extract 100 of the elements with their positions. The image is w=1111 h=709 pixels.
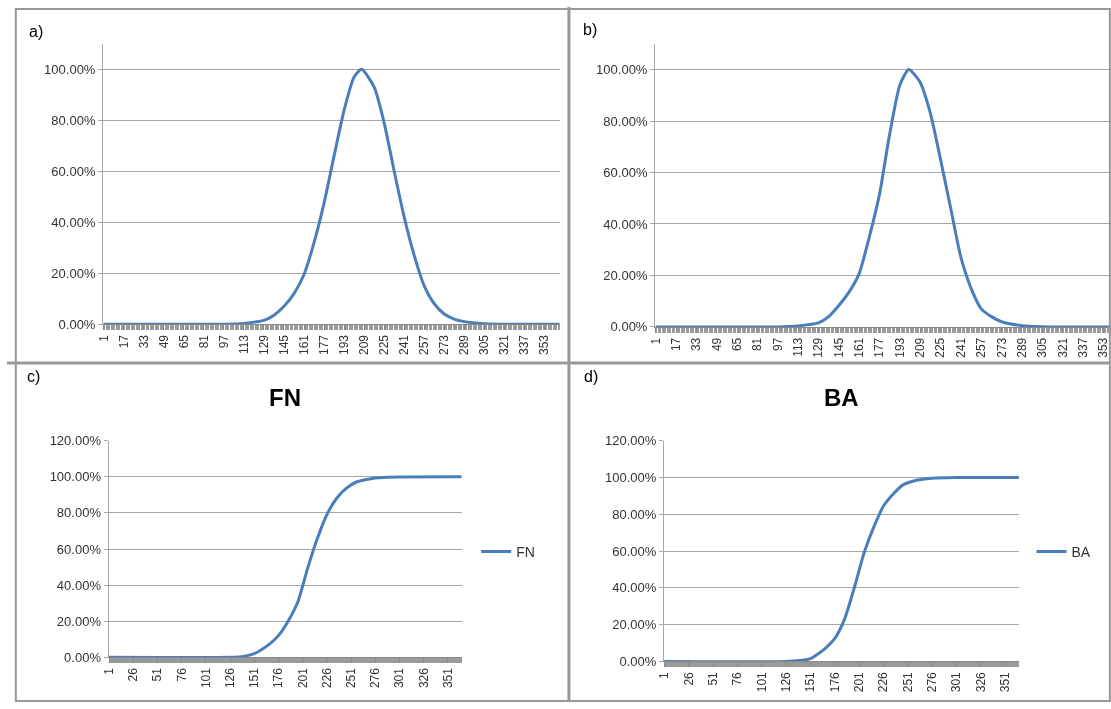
y-tick-label: 100.00% (49, 469, 102, 485)
x-tick-label: 251 (343, 667, 358, 689)
x-tick-label: 305 (1035, 337, 1050, 358)
x-tick-label: 33 (689, 337, 704, 352)
x-tick-label: 81 (750, 337, 765, 352)
y-tick-label: 60.00% (612, 543, 657, 559)
text: c) (27, 368, 41, 385)
chart-title: FN (269, 384, 301, 411)
x-tick-label: 26 (681, 671, 696, 686)
x-tick-label: 289 (457, 334, 472, 355)
y-tick-label: 60.00% (51, 163, 96, 179)
x-tick-label: 49 (156, 334, 171, 349)
x-tick-label: 225 (933, 337, 948, 358)
y-tick-label: 80.00% (603, 113, 648, 129)
x-tick-label: 301 (392, 667, 407, 689)
x-tick-label: 321 (497, 334, 512, 355)
x-tick-label: 241 (397, 334, 412, 355)
x-tick-label: 176 (271, 667, 286, 689)
x-tick-label: 17 (668, 337, 683, 352)
x-tick-label: 337 (1075, 337, 1090, 358)
y-tick-label: 60.00% (603, 165, 648, 181)
y-tick-label: 80.00% (56, 505, 102, 521)
x-tick-label: 113 (236, 334, 251, 355)
x-tick-label: 76 (730, 671, 745, 686)
x-tick-label: 193 (892, 337, 907, 358)
x-tick-label: 145 (276, 334, 291, 355)
y-tick-label: 100.00% (596, 62, 648, 78)
x-tick-label: 17 (116, 334, 131, 349)
x-tick-label: 33 (136, 334, 151, 349)
x-tick-label: 257 (974, 337, 989, 358)
x-tick-label: 1 (101, 667, 116, 675)
text: b) (583, 21, 598, 38)
x-tick-label: 351 (998, 671, 1013, 693)
x-tick-label: 26 (126, 667, 141, 682)
x-tick-label: 76 (174, 667, 189, 682)
x-tick-label: 273 (437, 334, 452, 355)
x-tick-label: 126 (779, 671, 794, 693)
y-tick-label: 0.00% (610, 319, 648, 335)
x-tick-label: 305 (477, 334, 492, 355)
x-tick-label: 273 (994, 337, 1009, 358)
x-tick-label: 289 (1014, 337, 1029, 358)
x-tick-label: 177 (872, 337, 887, 358)
x-tick-label: 101 (198, 667, 213, 689)
legend-label: BA (1071, 543, 1091, 560)
y-tick-label: 100.00% (604, 470, 657, 486)
x-tick-label: 326 (416, 667, 431, 689)
y-tick-label: 100.00% (44, 61, 96, 77)
y-tick-label: 0.00% (64, 649, 102, 665)
x-tick-label: 65 (729, 337, 744, 352)
x-tick-label: 51 (150, 667, 165, 682)
x-tick-label: 201 (295, 667, 310, 689)
y-tick-label: 120.00% (604, 433, 657, 449)
x-tick-label: 151 (803, 671, 818, 693)
x-tick-label: 81 (196, 334, 211, 349)
y-tick-label: 60.00% (56, 541, 102, 557)
x-tick-label: 1 (96, 334, 111, 342)
y-tick-label: 20.00% (56, 613, 102, 629)
x-tick-label: 201 (852, 671, 867, 693)
x-tick-label: 301 (949, 671, 964, 693)
x-tick-label: 241 (953, 337, 968, 358)
y-tick-label: 40.00% (612, 580, 657, 596)
y-tick-label: 40.00% (51, 214, 96, 230)
x-tick-label: 353 (1096, 337, 1111, 358)
text: d) (584, 368, 599, 385)
y-tick-label: 0.00% (58, 316, 96, 332)
x-tick-label: 1 (657, 671, 672, 679)
x-tick-label: 251 (900, 671, 915, 693)
x-tick-label: 209 (357, 334, 372, 355)
x-tick-label: 129 (256, 334, 271, 355)
x-tick-label: 209 (913, 337, 928, 358)
x-tick-label: 161 (852, 337, 867, 358)
y-tick-label: 20.00% (51, 265, 96, 281)
x-tick-label: 326 (973, 671, 988, 693)
x-tick-label: 65 (176, 334, 191, 349)
y-tick-label: 80.00% (612, 506, 657, 522)
x-tick-label: 257 (417, 334, 432, 355)
x-tick-label: 353 (537, 334, 552, 355)
x-tick-label: 51 (705, 671, 720, 686)
x-tick-label: 276 (368, 667, 383, 689)
x-tick-label: 226 (876, 671, 891, 693)
y-tick-label: 120.00% (49, 433, 102, 449)
y-tick-label: 0.00% (619, 653, 657, 669)
x-tick-label: 226 (319, 667, 334, 689)
x-tick-label: 129 (811, 337, 826, 358)
x-tick-label: 161 (296, 334, 311, 355)
x-tick-label: 126 (222, 667, 237, 689)
x-tick-label: 97 (770, 337, 785, 352)
x-tick-label: 225 (377, 334, 392, 355)
x-tick-label: 351 (440, 667, 455, 689)
y-tick-label: 40.00% (603, 216, 648, 232)
chart-title: BA (824, 384, 859, 411)
x-tick-label: 276 (925, 671, 940, 693)
x-tick-label: 176 (827, 671, 842, 693)
y-tick-label: 20.00% (612, 617, 657, 633)
x-tick-label: 49 (709, 337, 724, 352)
x-tick-label: 101 (754, 671, 769, 693)
x-tick-label: 151 (247, 667, 262, 689)
x-tick-label: 97 (216, 334, 231, 349)
x-tick-label: 145 (831, 337, 846, 358)
x-tick-label: 337 (517, 334, 532, 355)
